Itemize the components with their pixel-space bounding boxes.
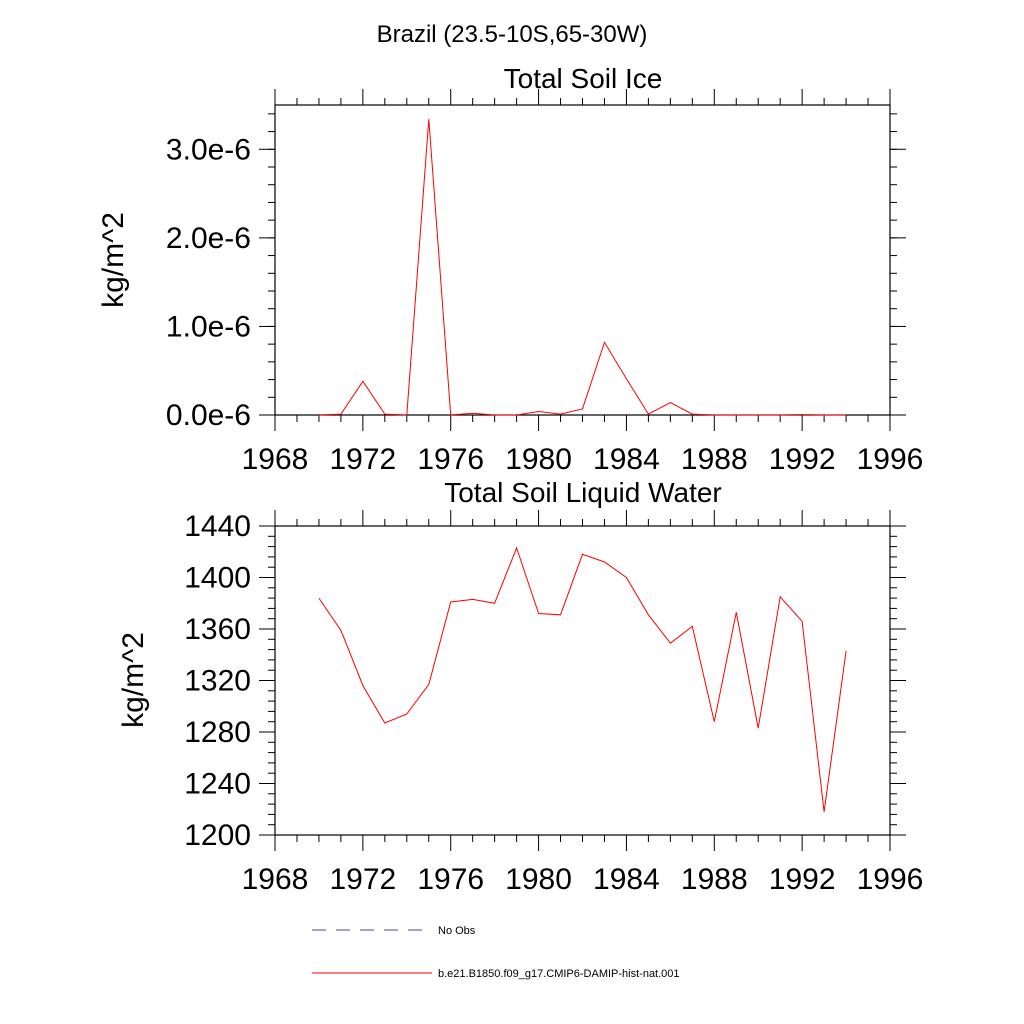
- soil-liquid-xtick-label: 1980: [505, 863, 572, 896]
- soil-ice-xtick-label: 1972: [329, 443, 396, 476]
- soil-ice-xtick-label: 1996: [857, 443, 924, 476]
- legend-model-label: b.e21.B1850.f09_g17.CMIP6-DAMIP-hist-nat…: [438, 968, 680, 980]
- soil-ice-xtick-label: 1984: [593, 443, 660, 476]
- soil-liquid-panel: Total Soil Liquid Water kg/m^2 1968 1972 1…: [117, 477, 923, 896]
- soil-liquid-series: [318, 546, 847, 812]
- soil-liquid-xtick-label: 1984: [593, 863, 660, 896]
- soil-liquid-ytick-label: 1320: [184, 665, 251, 698]
- soil-ice-xtick-label: 1976: [417, 443, 484, 476]
- soil-ice-series: [318, 119, 847, 416]
- soil-liquid-ytick-label: 1360: [184, 613, 251, 646]
- soil-ice-xtick-label: 1968: [242, 443, 309, 476]
- soil-ice-ytick-label: 0.0e-6: [166, 399, 251, 432]
- soil-ice-ytick-label: 1.0e-6: [166, 310, 251, 343]
- soil-liquid-ytick-label: 1200: [184, 819, 251, 852]
- soil-liquid-series-line: [318, 546, 847, 812]
- soil-ice-panel: Total Soil Ice kg/m^2 1968 1972 1976 1980 19…: [97, 63, 923, 476]
- soil-ice-xtick-label: 1992: [769, 443, 836, 476]
- soil-liquid-xtick-label: 1988: [681, 863, 748, 896]
- soil-ice-plot-frame: [274, 104, 891, 416]
- soil-ice-ytick-label: 3.0e-6: [166, 133, 251, 166]
- soil-liquid-ytick-label: 1280: [184, 716, 251, 749]
- soil-liquid-ytick-label: 1400: [184, 562, 251, 595]
- soil-ice-title: Total Soil Ice: [504, 63, 663, 94]
- legend-no-obs-label: No Obs: [438, 925, 476, 937]
- soil-liquid-ylabel: kg/m^2: [117, 632, 150, 728]
- soil-liquid-ytick-label: 1240: [184, 768, 251, 801]
- soil-liquid-xtick-label: 1968: [242, 863, 309, 896]
- soil-liquid-ticks: 1968 1972 1976 1980 1984 1988 1992 1996 1200 1240…: [184, 510, 923, 896]
- soil-ice-xtick-label: 1980: [505, 443, 572, 476]
- soil-ice-series-line: [318, 119, 847, 416]
- soil-liquid-xtick-label: 1976: [417, 863, 484, 896]
- soil-liquid-ytick-label: 1440: [184, 510, 251, 543]
- soil-liquid-xtick-label: 1972: [329, 863, 396, 896]
- soil-liquid-xtick-label: 1992: [769, 863, 836, 896]
- legend: No Obs b.e21.B1850.f09_g17.CMIP6-DAMIP-h…: [312, 925, 680, 980]
- figure-title: Brazil (23.5-10S,65-30W): [377, 21, 648, 48]
- soil-ice-xtick-label: 1988: [681, 443, 748, 476]
- soil-liquid-xtick-label: 1996: [857, 863, 924, 896]
- soil-liquid-plot-frame: [274, 525, 891, 836]
- soil-ice-ylabel: kg/m^2: [97, 212, 130, 308]
- soil-ice-ticks: 1968 1972 1976 1980 1984 1988 1992 1996 0.0e-6 1.…: [166, 89, 923, 476]
- soil-ice-ytick-label: 2.0e-6: [166, 222, 251, 255]
- soil-liquid-title: Total Soil Liquid Water: [444, 477, 722, 508]
